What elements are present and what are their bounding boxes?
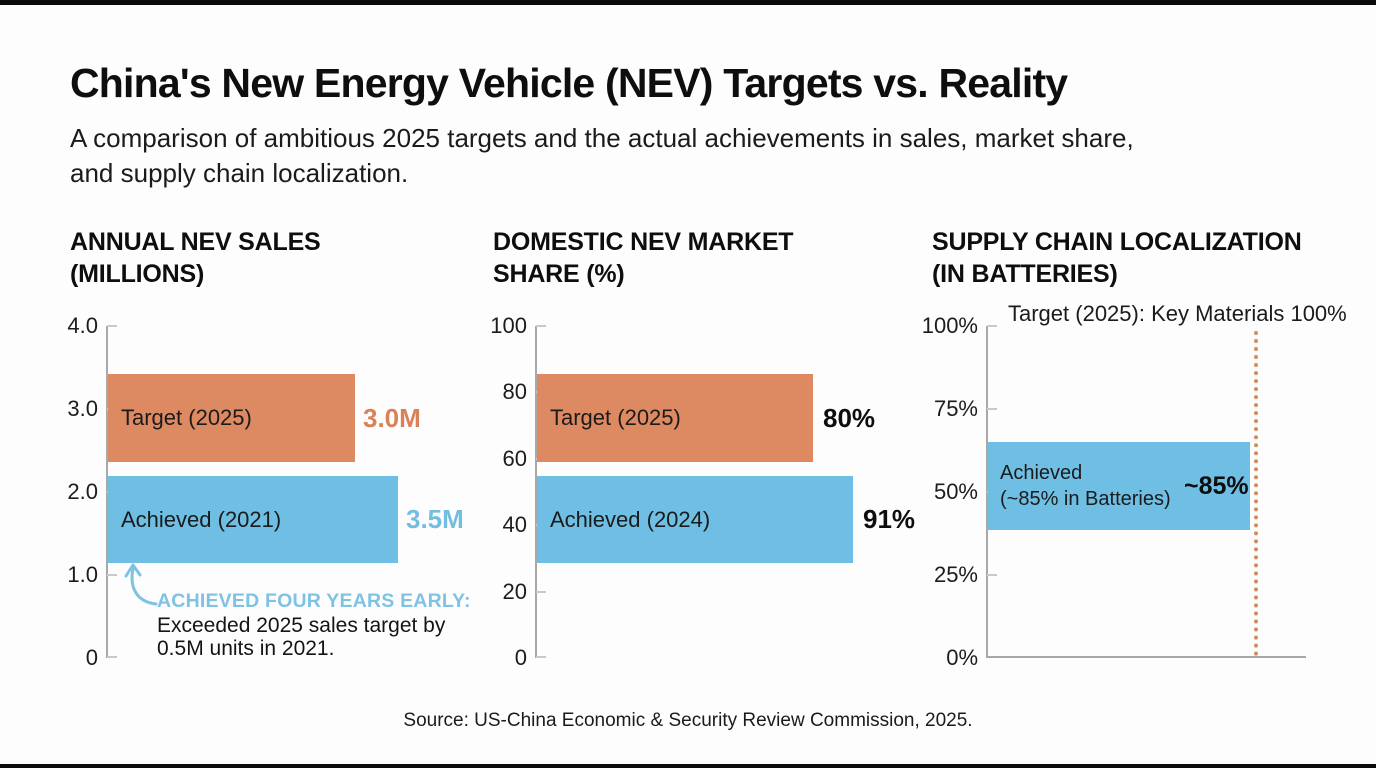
- chart2-title-line1: DOMESTIC NEV MARKET: [493, 228, 794, 256]
- source-credit: Source: US-China Economic & Security Rev…: [403, 710, 973, 731]
- chart2-ticklabel-40: 40: [502, 512, 527, 537]
- chart2-tick-0: [536, 656, 546, 658]
- chart3-x-baseline: [986, 656, 1306, 658]
- chart2-title: DOMESTIC NEV MARKET SHARE (%): [493, 226, 794, 290]
- chart3-title-line1: SUPPLY CHAIN LOCALIZATION: [932, 228, 1302, 256]
- chart1-ticklabel-0: 0: [85, 645, 98, 670]
- chart1-tick-1: [107, 574, 117, 576]
- chart2-ticklabel-80: 80: [502, 379, 527, 404]
- chart2-bar-target: Target (2025): [537, 374, 813, 462]
- curved-arrow-icon: [124, 563, 158, 606]
- chart1-ticklabel-4: 4.0: [67, 313, 98, 338]
- chart1-tick-0: [107, 656, 117, 658]
- top-border-strip: [0, 0, 1376, 5]
- chart3-target-note: Target (2025): Key Materials 100%: [1008, 301, 1347, 326]
- chart2-y-axis: [535, 326, 537, 658]
- chart1-ticklabel-1: 1.0: [67, 562, 98, 587]
- chart3-tick-25: [987, 574, 997, 576]
- chart3-bar-label-line2: (~85% in Batteries): [1000, 488, 1171, 510]
- chart2-title-line2: SHARE (%): [493, 260, 625, 288]
- chart2-ticklabel-0: 0: [514, 645, 527, 670]
- chart3-bar-achieved-label: Achieved (~85% in Batteries): [988, 460, 1171, 512]
- chart3-value-achieved: ~85%: [1184, 472, 1249, 500]
- chart3-ticklabel-75: 75%: [933, 396, 978, 421]
- subtitle-line-2: and supply chain localization.: [70, 158, 409, 188]
- chart3-bar-label-line1: Achieved: [1000, 462, 1083, 484]
- subtitle-line-1: A comparison of ambitious 2025 targets a…: [70, 123, 1134, 153]
- page-title: China's New Energy Vehicle (NEV) Targets…: [70, 60, 1068, 106]
- chart2-value-achieved: 91%: [863, 504, 916, 534]
- chart2-ticklabel-100: 100: [490, 313, 527, 338]
- chart2-bar-target-label: Target (2025): [550, 405, 681, 430]
- chart3-ticklabel-0: 0%: [946, 645, 978, 670]
- page-subtitle: A comparison of ambitious 2025 targets a…: [70, 121, 1134, 191]
- chart3-ticklabel-100: 100%: [921, 313, 978, 338]
- chart1-value-achieved: 3.5M: [406, 504, 464, 534]
- chart3-tick-100: [987, 325, 997, 327]
- bottom-border-strip: [0, 764, 1376, 768]
- chart2-tick-100: [536, 325, 546, 327]
- chart1-value-target: 3.0M: [363, 403, 421, 433]
- chart1-ticklabel-3: 3.0: [67, 396, 98, 421]
- chart2-ticklabel-20: 20: [502, 579, 527, 604]
- chart3-target-dotted-line: [1254, 331, 1258, 656]
- chart1-annotation-title: ACHIEVED FOUR YEARS EARLY:: [157, 590, 471, 612]
- chart1-title-line1: ANNUAL NEV SALES: [70, 228, 321, 256]
- chart3-title: SUPPLY CHAIN LOCALIZATION (IN BATTERIES): [932, 226, 1302, 290]
- chart1-ticklabel-2: 2.0: [67, 479, 98, 504]
- chart2-bar-achieved: Achieved (2024): [537, 476, 853, 563]
- chart3-tick-75: [987, 408, 997, 410]
- chart1-annotation-body-2: 0.5M units in 2021.: [157, 637, 335, 660]
- chart1-bar-target-label: Target (2025): [121, 405, 252, 430]
- chart3-title-line2: (IN BATTERIES): [932, 260, 1118, 288]
- chart2-value-target: 80%: [823, 403, 876, 433]
- chart2-ticklabel-60: 60: [502, 446, 527, 471]
- chart1-title: ANNUAL NEV SALES (MILLIONS): [70, 226, 321, 290]
- chart3-bar-achieved: Achieved (~85% in Batteries): [988, 442, 1250, 530]
- chart1-bar-achieved: Achieved (2021): [108, 476, 398, 563]
- chart1-annotation-body-1: Exceeded 2025 sales target by: [157, 614, 446, 637]
- chart1-tick-4: [107, 325, 117, 327]
- chart1-title-line2: (MILLIONS): [70, 260, 205, 288]
- chart1-bar-target: Target (2025): [108, 374, 355, 462]
- chart1-bar-achieved-label: Achieved (2021): [121, 506, 282, 532]
- chart2-bar-achieved-label: Achieved (2024): [550, 506, 711, 532]
- chart3-ticklabel-25: 25%: [933, 562, 978, 587]
- chart3-ticklabel-50: 50%: [933, 479, 978, 504]
- chart2-tick-20: [536, 591, 546, 593]
